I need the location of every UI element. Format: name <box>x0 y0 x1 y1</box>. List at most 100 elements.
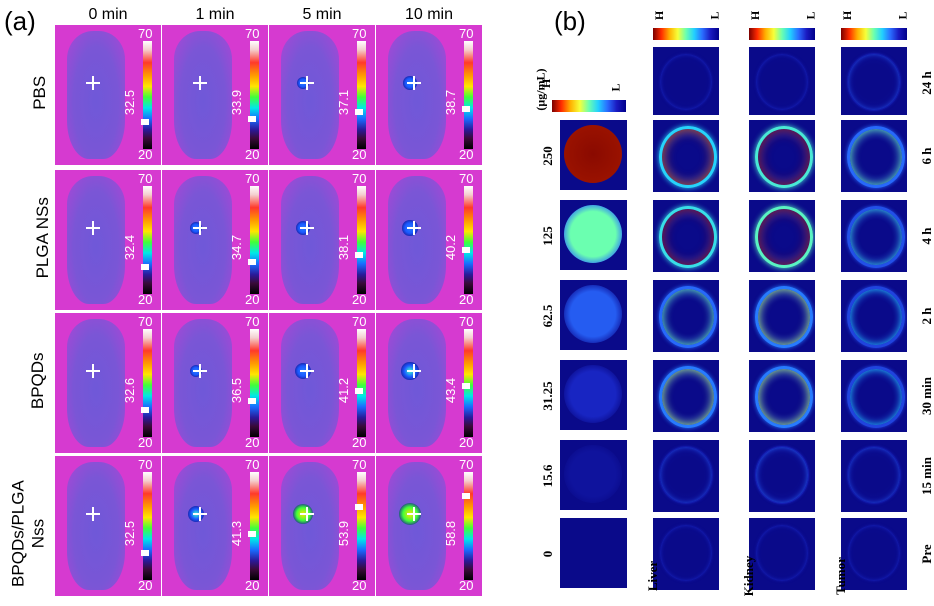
colorbar-marker <box>355 503 363 510</box>
organ-scale-high: H <box>652 10 667 21</box>
colorbar-marker <box>248 259 256 266</box>
temperature-readout: 32.6 <box>122 377 138 404</box>
mouse-silhouette <box>174 319 232 447</box>
temperature-readout: 33.9 <box>229 89 245 116</box>
organ-fluorescence-image <box>653 280 719 352</box>
organ-colorbar <box>749 28 815 40</box>
temperature-colorbar <box>250 329 259 437</box>
group-label-3: BPQDs/PLGA Nss <box>8 480 47 587</box>
colorbar-marker <box>355 251 363 258</box>
thermal-image: 70 20 33.9 <box>162 25 268 165</box>
organ-outline <box>847 53 901 111</box>
scale-min-label: 20 <box>459 292 474 307</box>
scale-max-label: 70 <box>138 171 153 186</box>
thermal-image: 70 20 53.9 <box>269 456 375 596</box>
concentration-colorbar <box>552 100 626 112</box>
scale-max-label: 70 <box>138 314 153 329</box>
thermal-image: 70 20 32.5 <box>55 25 161 165</box>
organ-outline <box>847 524 901 582</box>
organ-outline <box>755 53 809 111</box>
colorbar-marker <box>248 398 256 405</box>
scale-max-label: 70 <box>352 26 367 41</box>
crosshair-icon <box>193 507 207 521</box>
temperature-colorbar <box>250 186 259 294</box>
sample-spot <box>564 125 622 183</box>
scale-min-label: 20 <box>459 147 474 162</box>
crosshair-icon <box>407 364 421 378</box>
temperature-readout: 43.4 <box>443 377 459 404</box>
organ-fluorescence-image <box>749 280 815 352</box>
concentration-unit: (μg/mL) <box>533 68 548 111</box>
mouse-silhouette <box>281 176 339 304</box>
group-label-1: PLGA NSs <box>33 197 53 279</box>
mouse-silhouette <box>281 31 339 159</box>
organ-outline <box>847 446 901 504</box>
colorbar-marker <box>462 493 470 500</box>
concentration-label: 0 <box>540 550 555 558</box>
colorbar-marker <box>462 247 470 254</box>
mouse-silhouette <box>67 31 125 159</box>
time-label-1: 1 min <box>195 6 235 23</box>
thermal-image: 70 20 34.7 <box>162 170 268 310</box>
mouse-silhouette <box>174 462 232 590</box>
organ-label: Kidney <box>741 555 756 597</box>
organ-fluorescence-image <box>653 120 719 192</box>
panel-a-label: (a) <box>4 6 36 36</box>
temperature-colorbar <box>464 41 473 149</box>
organ-fluorescence-image <box>749 518 815 590</box>
concentration-well-image <box>560 518 627 588</box>
crosshair-icon <box>86 507 100 521</box>
time-point-label: Pre <box>919 544 934 564</box>
scale-max-label: 70 <box>352 314 367 329</box>
time-point-label: 2 h <box>919 307 934 325</box>
organ-fluorescence-image <box>749 360 815 432</box>
temperature-colorbar <box>250 472 259 580</box>
mouse-silhouette <box>388 319 446 447</box>
time-label-2: 5 min <box>302 6 342 23</box>
sample-spot <box>564 445 622 503</box>
temperature-colorbar <box>464 329 473 437</box>
concentration-well-image <box>560 200 627 270</box>
colorbar-marker <box>462 383 470 390</box>
time-point-label: 4 h <box>919 227 934 245</box>
organ-colorbar <box>841 28 907 40</box>
colorbar-marker <box>355 388 363 395</box>
crosshair-icon <box>300 76 314 90</box>
organ-fluorescence-image <box>841 200 907 272</box>
mouse-silhouette <box>388 176 446 304</box>
crosshair-icon <box>407 221 421 235</box>
mouse-silhouette <box>67 462 125 590</box>
thermal-image: 70 20 32.4 <box>55 170 161 310</box>
crosshair-icon <box>86 364 100 378</box>
organ-outline <box>755 366 813 428</box>
temperature-readout: 34.7 <box>229 234 245 261</box>
scale-min-label: 20 <box>245 435 260 450</box>
temperature-colorbar <box>143 186 152 294</box>
scale-min-label: 20 <box>245 292 260 307</box>
temperature-readout: 32.4 <box>122 234 138 261</box>
mouse-silhouette <box>281 319 339 447</box>
concentration-label: 31.25 <box>540 381 555 411</box>
scale-min-label: 20 <box>245 578 260 593</box>
mouse-silhouette <box>67 176 125 304</box>
mouse-silhouette <box>281 462 339 590</box>
organ-outline <box>659 126 717 188</box>
sample-spot <box>564 205 622 263</box>
temperature-colorbar <box>464 472 473 580</box>
colorbar-marker <box>141 264 149 271</box>
colorbar-marker <box>355 109 363 116</box>
organ-fluorescence-image <box>841 120 907 192</box>
temperature-readout: 37.1 <box>336 89 352 116</box>
organ-fluorescence-image <box>653 440 719 512</box>
temperature-colorbar <box>357 186 366 294</box>
scale-max-label: 70 <box>352 171 367 186</box>
temperature-colorbar <box>464 186 473 294</box>
organ-outline <box>755 286 813 348</box>
scale-min-label: 20 <box>459 578 474 593</box>
scale-max-label: 70 <box>138 26 153 41</box>
crosshair-icon <box>300 364 314 378</box>
temperature-readout: 58.8 <box>443 520 459 547</box>
organ-outline <box>659 524 713 582</box>
temperature-readout: 41.2 <box>336 377 352 404</box>
temperature-readout: 41.3 <box>229 520 245 547</box>
